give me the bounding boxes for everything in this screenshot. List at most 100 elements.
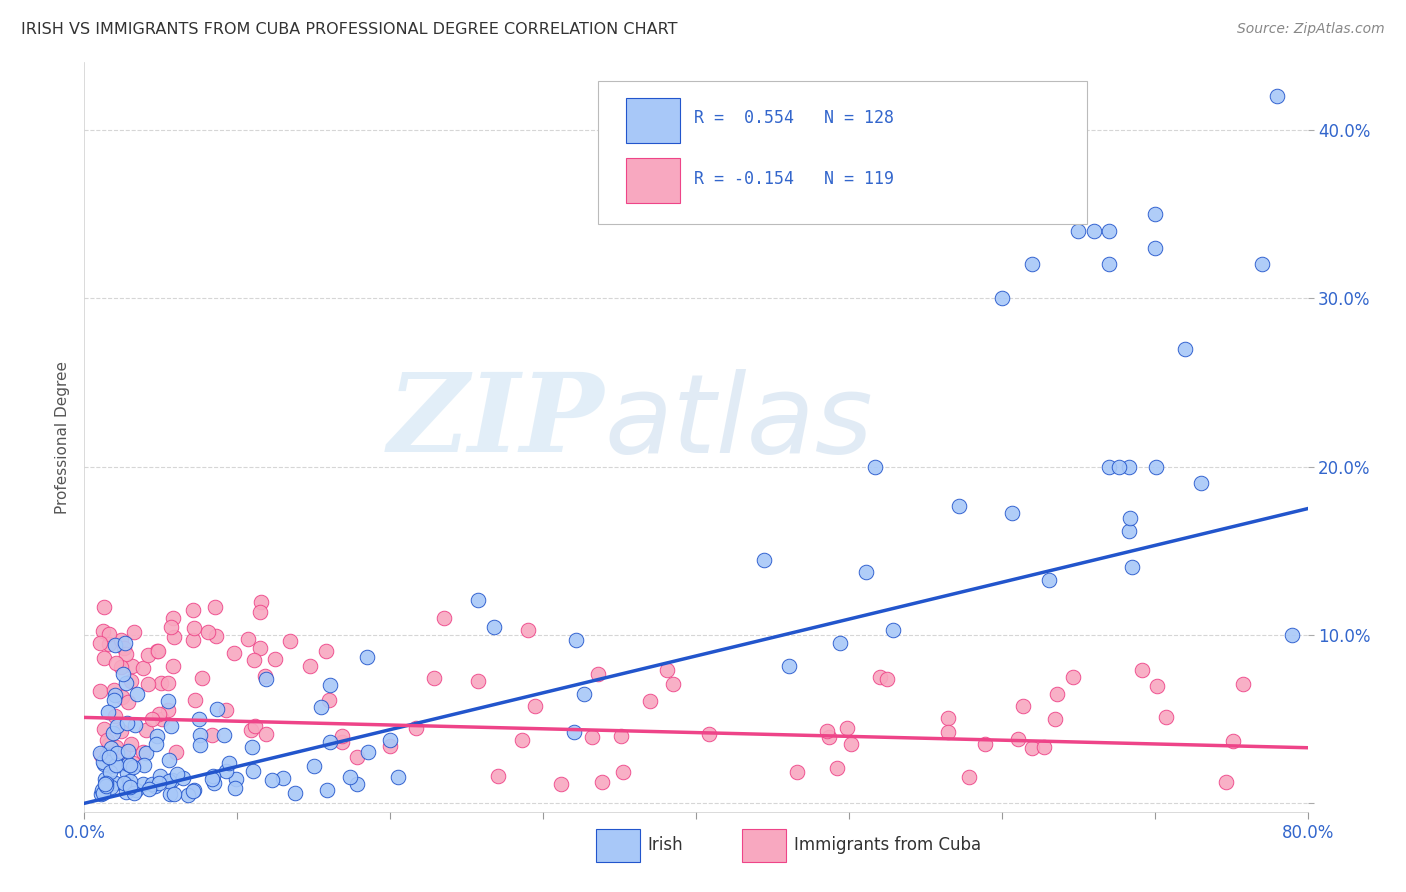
Point	[815, 724, 838, 739]
Point	[1021, 740, 1043, 755]
Point	[1146, 679, 1168, 693]
Point	[121, 659, 143, 673]
Point	[136, 677, 159, 691]
Point	[94, 776, 117, 790]
Point	[172, 772, 194, 786]
Point	[1154, 710, 1177, 724]
Point	[96, 748, 118, 763]
Point	[93, 756, 115, 771]
Point	[778, 658, 800, 673]
Point	[115, 676, 138, 690]
Point	[432, 611, 454, 625]
Point	[225, 772, 247, 786]
Point	[112, 776, 135, 790]
Point	[94, 772, 117, 786]
Point	[89, 684, 111, 698]
Point	[610, 729, 633, 743]
Point	[91, 782, 114, 797]
Point	[122, 756, 145, 771]
Point	[1067, 224, 1090, 238]
Point	[752, 552, 775, 566]
Point	[159, 753, 181, 767]
Point	[104, 688, 127, 702]
Point	[218, 756, 240, 770]
Text: Irish: Irish	[647, 837, 683, 855]
Point	[212, 727, 235, 741]
Point	[254, 727, 277, 741]
Point	[591, 774, 613, 789]
Point	[93, 722, 115, 736]
Point	[205, 629, 228, 643]
Point	[117, 757, 139, 772]
Point	[1098, 258, 1121, 272]
Point	[197, 624, 219, 639]
Point	[1118, 524, 1140, 538]
Point	[1032, 740, 1054, 755]
Point	[143, 779, 166, 793]
Point	[574, 687, 596, 701]
FancyBboxPatch shape	[626, 98, 681, 143]
Point	[319, 678, 342, 692]
Point	[110, 660, 132, 674]
Point	[302, 759, 325, 773]
Point	[145, 729, 167, 743]
Y-axis label: Professional Degree: Professional Degree	[55, 360, 70, 514]
Point	[315, 644, 337, 658]
Point	[243, 719, 266, 733]
Point	[948, 499, 970, 513]
Point	[183, 783, 205, 797]
FancyBboxPatch shape	[626, 159, 681, 202]
Point	[1232, 677, 1254, 691]
Text: Source: ZipAtlas.com: Source: ZipAtlas.com	[1237, 22, 1385, 37]
Point	[141, 712, 163, 726]
Point	[156, 675, 179, 690]
Point	[828, 636, 851, 650]
Point	[104, 709, 127, 723]
Point	[100, 740, 122, 755]
Point	[124, 782, 146, 797]
Point	[104, 638, 127, 652]
Point	[517, 624, 540, 638]
Point	[115, 784, 138, 798]
Point	[117, 695, 139, 709]
Point	[242, 764, 264, 779]
Point	[486, 769, 509, 783]
Point	[1021, 258, 1043, 272]
Point	[90, 747, 112, 762]
Point	[157, 694, 180, 708]
Point	[240, 740, 263, 755]
Point	[89, 636, 111, 650]
Point	[101, 726, 124, 740]
Point	[1045, 713, 1067, 727]
Point	[1012, 699, 1035, 714]
Point	[100, 780, 122, 795]
Text: R = -0.154   N = 119: R = -0.154 N = 119	[693, 169, 894, 187]
Point	[132, 745, 155, 759]
Point	[120, 757, 142, 772]
Point	[201, 728, 224, 742]
Point	[91, 624, 114, 639]
Point	[1215, 774, 1237, 789]
Point	[284, 786, 307, 800]
Point	[974, 737, 997, 751]
Point	[550, 777, 572, 791]
Text: ZIP: ZIP	[388, 368, 605, 475]
Point	[387, 770, 409, 784]
Point	[256, 672, 278, 686]
Point	[177, 788, 200, 802]
Point	[655, 663, 678, 677]
Point	[118, 780, 141, 794]
Point	[111, 667, 134, 681]
Point	[786, 764, 808, 779]
Point	[115, 647, 138, 661]
Point	[1130, 663, 1153, 677]
Point	[97, 637, 120, 651]
Point	[191, 671, 214, 685]
Point	[1189, 476, 1212, 491]
Point	[132, 777, 155, 791]
Point	[1281, 628, 1303, 642]
Point	[110, 632, 132, 647]
Text: Immigrants from Cuba: Immigrants from Cuba	[794, 837, 981, 855]
Point	[524, 699, 547, 714]
Point	[135, 723, 157, 738]
